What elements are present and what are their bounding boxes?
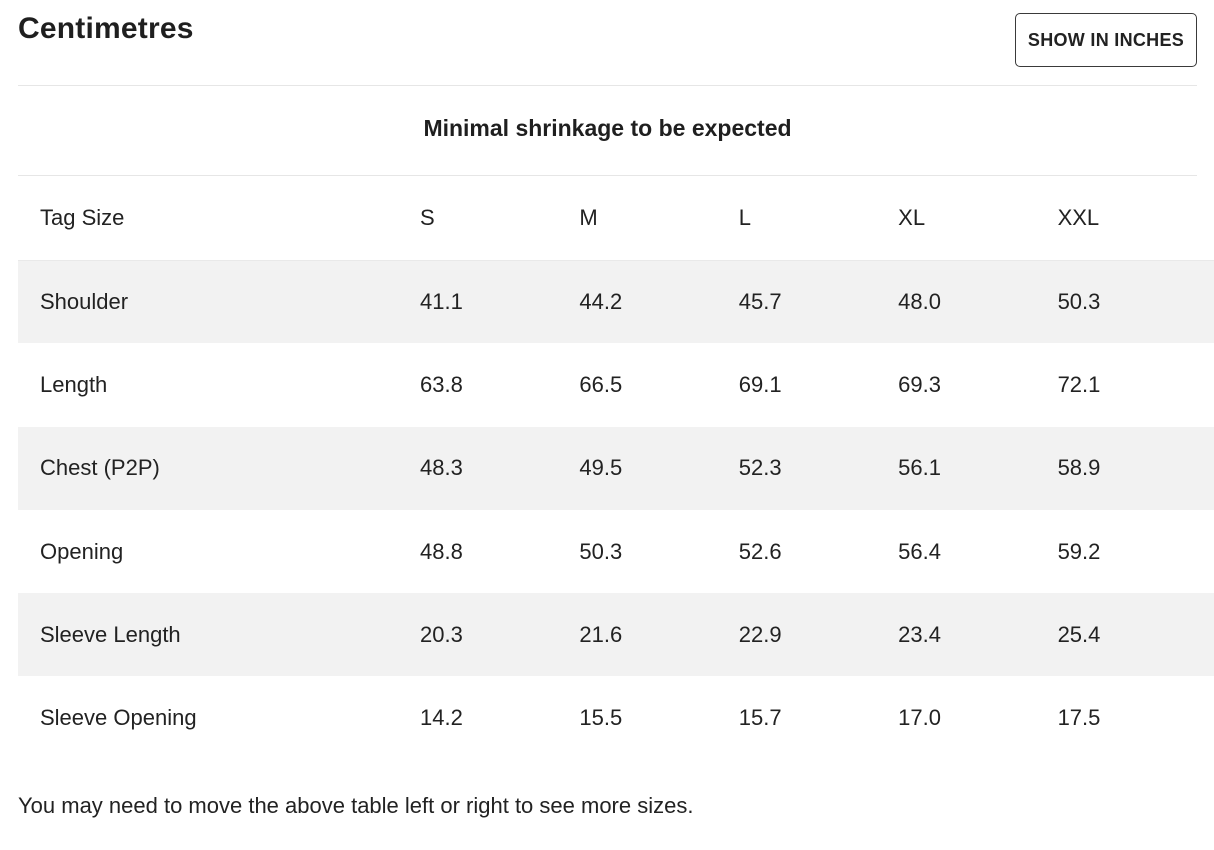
table-cell: 17.0 [898, 705, 941, 731]
table-cell: 52.6 [738, 538, 782, 564]
row-label: Length [40, 371, 108, 397]
table-cell: 58.9 [1057, 455, 1101, 481]
table-cell: 59.2 [1057, 538, 1101, 564]
page-title: Centimetres [18, 12, 194, 45]
table-cell: 41.1 [420, 288, 463, 314]
size-header-xl: XL [898, 176, 1058, 261]
table-cell: 44.2 [579, 288, 623, 314]
table-row: Sleeve Opening 14.2 15.5 15.7 17.0 17.5 [18, 676, 1214, 759]
shrinkage-note: Minimal shrinkage to be expected [423, 115, 792, 141]
table-cell: 48.8 [420, 538, 463, 564]
table-cell: 21.6 [579, 621, 623, 647]
divider [18, 175, 1197, 176]
table-cell: 20.3 [420, 621, 463, 647]
table-header-row: Tag Size S M L XL XXL [18, 176, 1214, 261]
table-cell: 49.5 [579, 455, 623, 481]
table-cell: 50.3 [579, 538, 623, 564]
row-label: Chest (P2P) [40, 455, 160, 481]
table-cell: 52.3 [738, 455, 782, 481]
size-header-s: S [420, 176, 580, 261]
table-cell: 23.4 [898, 621, 941, 647]
table-cell: 45.7 [738, 288, 782, 314]
table-cell: 69.3 [898, 371, 941, 397]
table-cell: 15.5 [579, 705, 623, 731]
size-header-l: L [738, 176, 899, 261]
table-cell: 66.5 [579, 371, 623, 397]
table-cell: 56.1 [898, 455, 941, 481]
size-header-m: M [579, 176, 739, 261]
table-cell: 48.3 [420, 455, 463, 481]
size-header-xxl: XXL [1057, 176, 1214, 261]
table-cell: 22.9 [738, 621, 782, 647]
table-row: Length 63.8 66.5 69.1 69.3 72.1 [18, 343, 1214, 426]
size-table: Tag Size S M L XL XXL Shoulder 41.1 44.2… [18, 176, 1214, 760]
tag-size-header: Tag Size [18, 176, 420, 261]
table-cell: 72.1 [1057, 371, 1101, 397]
show-in-inches-button[interactable]: SHOW IN INCHES [1015, 13, 1197, 67]
size-chart-header: Centimetres SHOW IN INCHES [18, 0, 1197, 85]
row-label: Sleeve Opening [40, 705, 197, 731]
table-cell: 50.3 [1057, 288, 1101, 314]
table-cell: 48.0 [898, 288, 941, 314]
scroll-hint: You may need to move the above table lef… [18, 793, 694, 818]
row-label: Shoulder [40, 288, 129, 314]
table-cell: 69.1 [738, 371, 782, 397]
table-cell: 17.5 [1057, 705, 1101, 731]
row-label: Opening [40, 538, 124, 564]
table-cell: 25.4 [1057, 621, 1101, 647]
table-row: Shoulder 41.1 44.2 45.7 48.0 50.3 [18, 260, 1214, 344]
divider [18, 85, 1197, 86]
row-label: Sleeve Length [40, 621, 181, 647]
table-row: Chest (P2P) 48.3 49.5 52.3 56.1 58.9 [18, 426, 1214, 510]
table-cell: 14.2 [420, 705, 463, 731]
table-cell: 63.8 [420, 371, 463, 397]
table-row: Opening 48.8 50.3 52.6 56.4 59.2 [18, 510, 1214, 593]
table-cell: 15.7 [738, 705, 782, 731]
table-row: Sleeve Length 20.3 21.6 22.9 23.4 25.4 [18, 593, 1214, 677]
table-cell: 56.4 [898, 538, 941, 564]
